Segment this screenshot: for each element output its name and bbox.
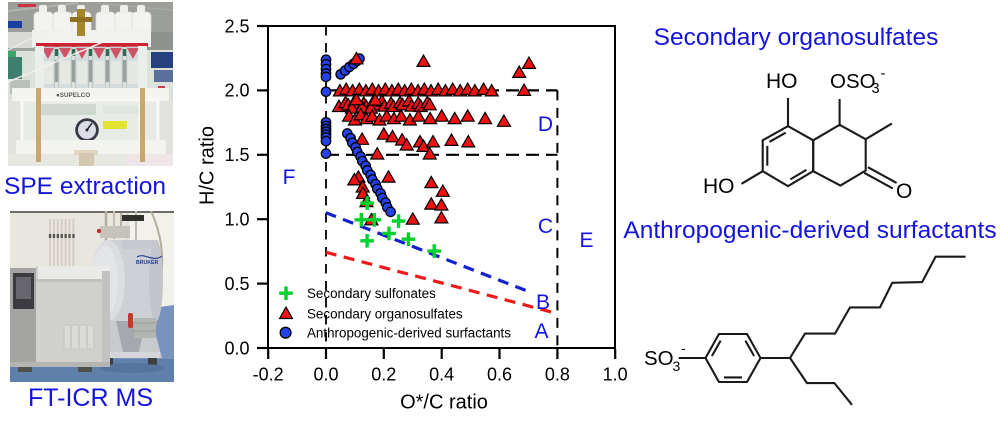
svg-text:HO: HO: [766, 70, 798, 93]
svg-text:1.0: 1.0: [224, 210, 249, 230]
svg-text:E: E: [579, 229, 593, 252]
svg-text:F: F: [283, 166, 296, 189]
svg-text:SO: SO: [644, 347, 674, 370]
svg-text:0.2: 0.2: [371, 365, 396, 385]
svg-text:Secondary sulfonates: Secondary sulfonates: [307, 286, 436, 301]
svg-text:H/C ratio: H/C ratio: [197, 126, 219, 205]
svg-text:Secondary organosulfates: Secondary organosulfates: [654, 24, 939, 51]
svg-text:2.5: 2.5: [224, 16, 249, 36]
svg-text:0.0: 0.0: [224, 338, 249, 358]
svg-text:-: -: [681, 340, 686, 356]
svg-text:0.5: 0.5: [224, 274, 249, 294]
svg-text:D: D: [538, 113, 553, 136]
svg-text:B: B: [536, 291, 550, 314]
svg-text:OSO: OSO: [830, 70, 876, 93]
svg-text:C: C: [538, 215, 553, 238]
svg-text:1.0: 1.0: [603, 365, 628, 385]
svg-text:3: 3: [872, 81, 880, 97]
svg-text:Secondary organosulfates: Secondary organosulfates: [307, 306, 463, 321]
svg-text:0.4: 0.4: [429, 365, 454, 385]
svg-text:-0.2: -0.2: [253, 365, 284, 385]
svg-text:1.5: 1.5: [224, 145, 249, 165]
svg-text:0.0: 0.0: [313, 365, 338, 385]
svg-text:HO: HO: [703, 175, 735, 198]
svg-text:0.6: 0.6: [487, 365, 512, 385]
svg-text:0.8: 0.8: [545, 365, 570, 385]
svg-text:●SUPELCO: ●SUPELCO: [56, 92, 90, 99]
svg-text:BRUKER: BRUKER: [136, 260, 158, 266]
svg-text:3: 3: [673, 358, 681, 374]
svg-text:O*/C ratio: O*/C ratio: [400, 392, 488, 414]
svg-text:Anthropogenic-derived surfacta: Anthropogenic-derived surfactants: [307, 326, 511, 341]
svg-text:Anthropogenic-derived surfacta: Anthropogenic-derived surfactants: [623, 217, 996, 244]
svg-text:O: O: [896, 180, 912, 203]
svg-text:-: -: [881, 66, 886, 82]
svg-text:2.0: 2.0: [224, 81, 249, 101]
svg-text:A: A: [534, 320, 548, 343]
